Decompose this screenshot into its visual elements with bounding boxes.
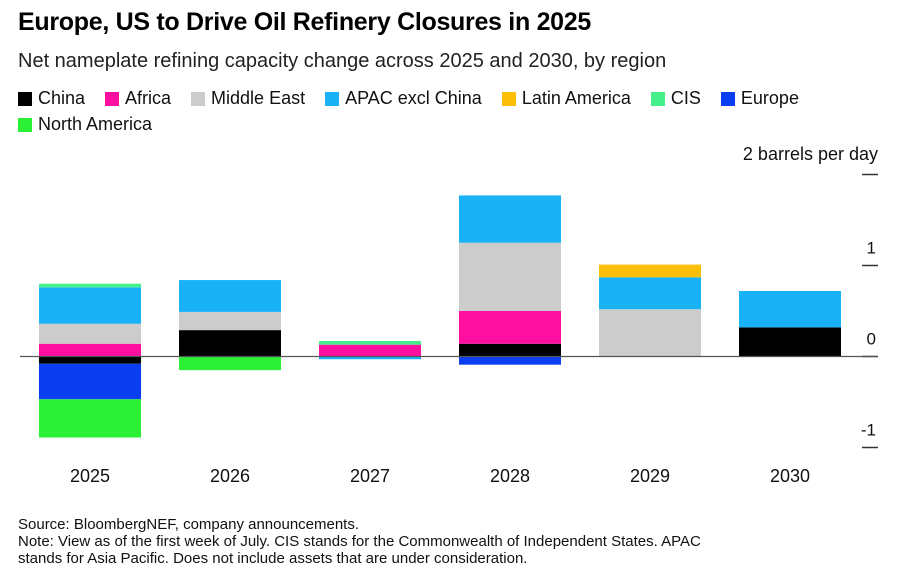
legend-item-middle-east: Middle East xyxy=(191,88,305,109)
bar-segment-europe-2025 xyxy=(39,363,141,400)
x-tick-label: 2027 xyxy=(350,466,390,486)
legend-swatch xyxy=(501,91,516,106)
legend-item-china: China xyxy=(18,88,85,109)
x-tick-label: 2025 xyxy=(70,466,110,486)
bar-segment-africa-2027 xyxy=(319,344,421,357)
x-tick-label: 2029 xyxy=(630,466,670,486)
bar-segment-china-2025 xyxy=(39,356,141,364)
bar-segment-north-america-2025 xyxy=(39,399,141,438)
note-line: Note: View as of the first week of July.… xyxy=(18,533,701,550)
bar-segment-north-america-2026 xyxy=(179,356,281,371)
chart-legend: China Africa Middle East APAC excl China Lat… xyxy=(18,88,878,135)
bar-segment-apac-excl-china-2028 xyxy=(459,195,561,243)
legend-item-cis: CIS xyxy=(650,88,701,109)
bar-segment-apac-excl-china-2025 xyxy=(39,287,141,324)
bar-segment-cis-2027 xyxy=(319,341,421,345)
bar-segment-latin-america-2029 xyxy=(599,264,701,278)
bar-segment-apac-excl-china-2026 xyxy=(179,280,281,312)
legend-item-latin-america: Latin America xyxy=(501,88,631,109)
legend-swatch xyxy=(650,91,665,106)
x-tick-label: 2030 xyxy=(770,466,810,486)
bar-segment-europe-2028 xyxy=(459,356,561,365)
legend-label: Middle East xyxy=(211,88,306,108)
y-tick-label: -1 xyxy=(861,421,876,440)
y-axis-unit-label: 2 barrels per day xyxy=(743,144,878,164)
legend-swatch xyxy=(105,91,120,106)
y-tick-label: 0 xyxy=(867,330,876,349)
legend-item-north-america: North America xyxy=(18,114,152,135)
bar-segment-middle-east-2026 xyxy=(179,311,281,331)
chart-subtitle: Net nameplate refining capacity change a… xyxy=(18,50,667,72)
bar-segment-africa-2025 xyxy=(39,343,141,357)
legend-label: APAC excl China xyxy=(345,88,482,108)
legend-swatch xyxy=(720,91,735,106)
bar-segment-apac-excl-china-2030 xyxy=(739,290,841,328)
legend-swatch xyxy=(18,117,32,132)
legend-item-africa: Africa xyxy=(105,88,171,109)
source-line: Source: BloombergNEF, company announceme… xyxy=(18,516,360,533)
y-tick-label: 1 xyxy=(867,239,876,258)
note-line-continued: stands for Asia Pacific. Does not includ… xyxy=(18,550,528,567)
bar-segment-cis-2025 xyxy=(39,283,141,288)
legend-swatch xyxy=(325,91,340,106)
bar-segment-china-2030 xyxy=(739,327,841,357)
x-tick-label: 2028 xyxy=(490,466,530,486)
x-tick-label: 2026 xyxy=(210,466,250,486)
source-note: Source: BloombergNEF, company announceme… xyxy=(18,516,878,567)
bar-segment-china-2026 xyxy=(179,330,281,357)
bar-segment-middle-east-2028 xyxy=(459,242,561,311)
legend-item-apac-excl-china: APAC excl China xyxy=(325,88,482,109)
bar-segment-apac-excl-china-2029 xyxy=(599,277,701,310)
legend-label: Latin America xyxy=(521,88,631,108)
bar-segment-apac-excl-china-2027 xyxy=(319,356,421,360)
bar-segment-middle-east-2025 xyxy=(39,323,141,344)
legend-label: Africa xyxy=(125,88,172,108)
bar-segment-china-2028 xyxy=(459,343,561,357)
chart-title: Europe, US to Drive Oil Refinery Closure… xyxy=(18,8,591,36)
legend-swatch xyxy=(18,91,32,106)
legend-label: CIS xyxy=(670,88,701,108)
legend-label: North America xyxy=(38,114,153,134)
bar-segment-middle-east-2029 xyxy=(599,309,701,357)
bar-segment-africa-2028 xyxy=(459,311,561,344)
chart-plot: 2 barrels per day 1 0 -1 2025 2026 2027 2028 202… xyxy=(20,144,878,486)
legend-label: Europe xyxy=(740,88,799,108)
legend-swatch xyxy=(191,91,206,106)
legend-item-europe: Europe xyxy=(720,88,799,109)
legend-label: China xyxy=(38,88,86,108)
